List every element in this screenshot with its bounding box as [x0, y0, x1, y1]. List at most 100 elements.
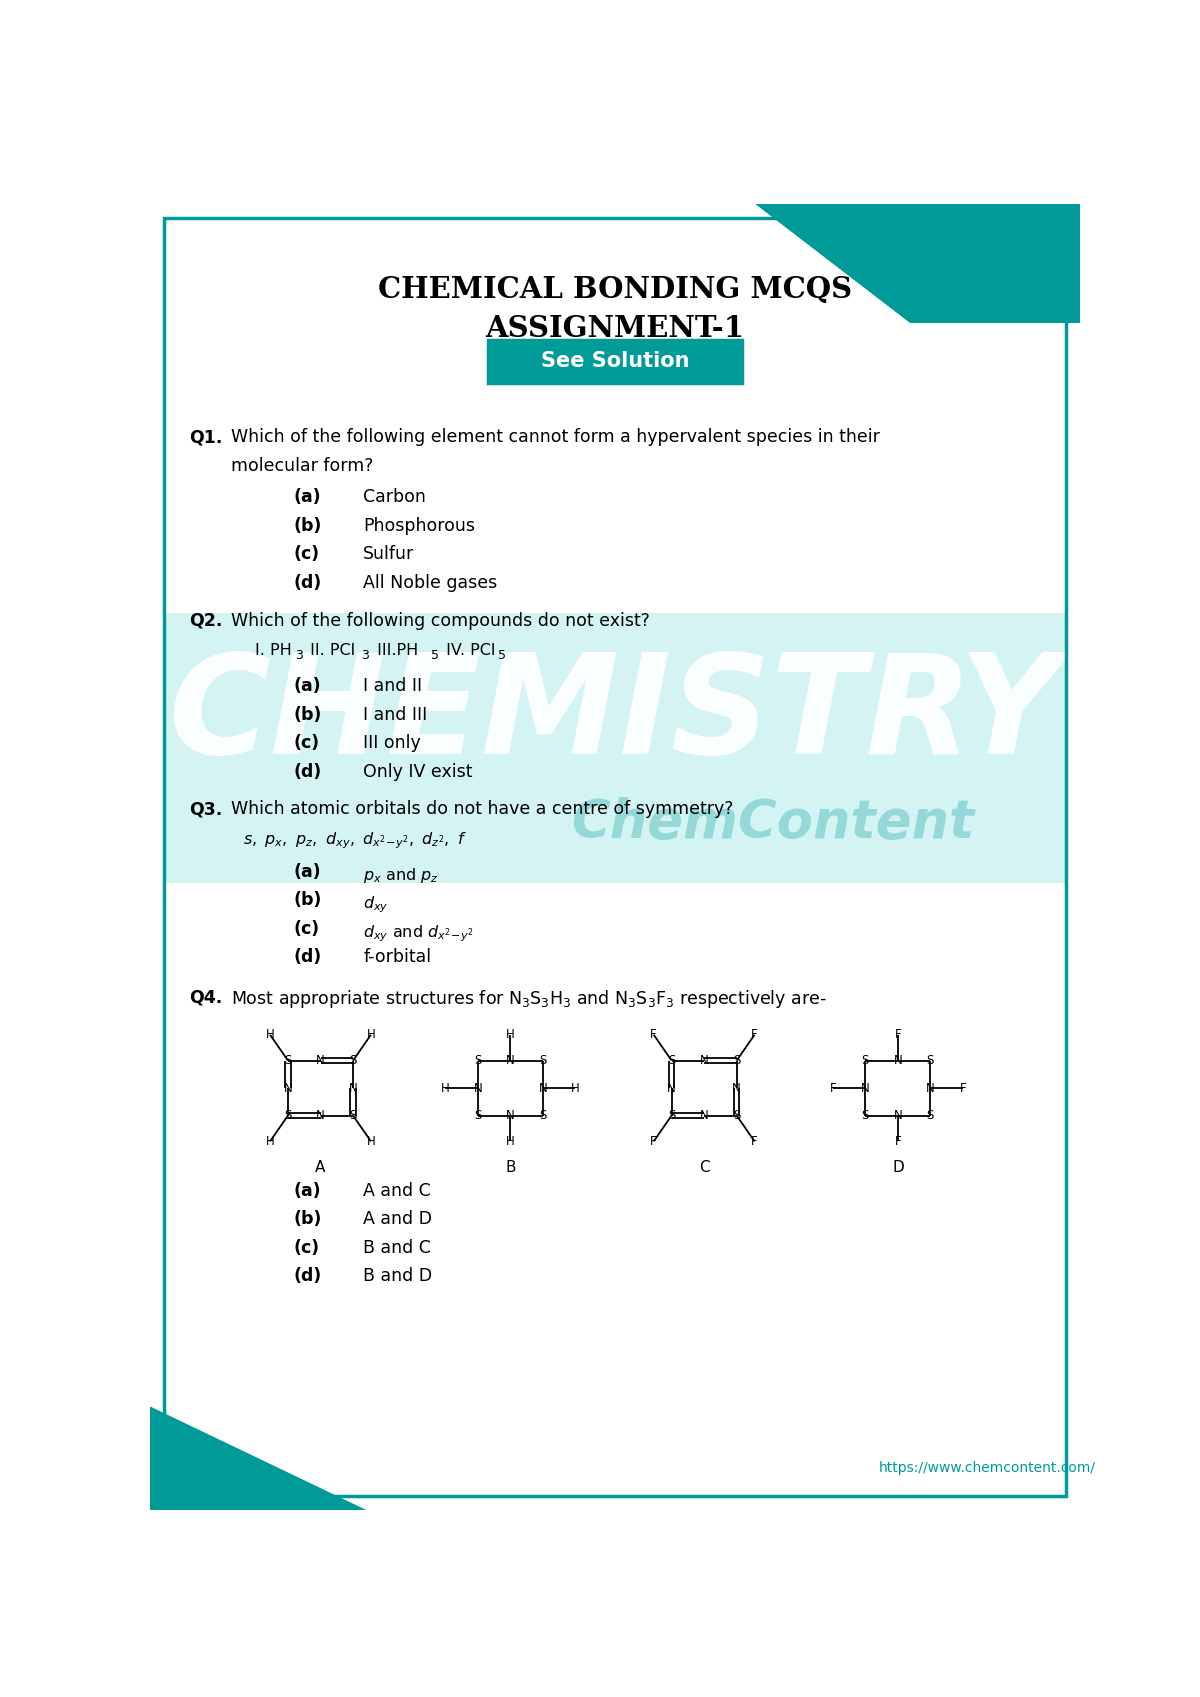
Text: Which atomic orbitals do not have a centre of symmetry?: Which atomic orbitals do not have a cent…	[232, 801, 733, 818]
Text: B: B	[505, 1159, 516, 1174]
Text: Carbon: Carbon	[364, 489, 426, 506]
Text: S: S	[474, 1110, 481, 1122]
FancyBboxPatch shape	[164, 613, 1066, 882]
Text: F: F	[751, 1028, 758, 1042]
Text: D: D	[892, 1159, 904, 1174]
Text: Q1.: Q1.	[188, 428, 222, 446]
Text: S: S	[733, 1110, 740, 1122]
Text: S: S	[668, 1054, 676, 1067]
Text: N: N	[539, 1081, 547, 1095]
Text: 5: 5	[431, 648, 439, 662]
Text: N: N	[894, 1110, 902, 1122]
Text: N: N	[316, 1054, 325, 1067]
Text: S: S	[539, 1054, 547, 1067]
Text: S: S	[539, 1110, 547, 1122]
Text: H: H	[440, 1081, 450, 1095]
Text: I and III: I and III	[364, 706, 427, 723]
Text: 3: 3	[361, 648, 370, 662]
Text: (d): (d)	[293, 574, 322, 592]
Text: Which of the following compounds do not exist?: Which of the following compounds do not …	[232, 611, 650, 630]
Text: A: A	[316, 1159, 325, 1174]
Text: N: N	[732, 1081, 742, 1095]
Text: S: S	[926, 1110, 934, 1122]
Text: S: S	[862, 1110, 869, 1122]
Text: II. PCl: II. PCl	[305, 643, 355, 658]
Text: F: F	[650, 1028, 656, 1042]
Text: (b): (b)	[293, 706, 322, 723]
Text: (c): (c)	[293, 1239, 319, 1257]
Text: (b): (b)	[293, 891, 322, 910]
Text: (a): (a)	[293, 677, 322, 696]
Text: N: N	[860, 1081, 870, 1095]
Text: N: N	[667, 1081, 676, 1095]
Text: Which of the following element cannot form a hypervalent species in their: Which of the following element cannot fo…	[232, 428, 881, 446]
Text: CHEMICAL BONDING MCQS: CHEMICAL BONDING MCQS	[378, 275, 852, 304]
Text: Phosphorous: Phosphorous	[364, 518, 475, 535]
Text: S: S	[284, 1054, 292, 1067]
Text: (a): (a)	[293, 489, 322, 506]
Polygon shape	[150, 1407, 367, 1510]
Text: F: F	[751, 1135, 758, 1147]
Text: S: S	[349, 1110, 356, 1122]
Text: Q2.: Q2.	[188, 611, 222, 630]
Text: H: H	[366, 1135, 376, 1147]
Text: (d): (d)	[293, 1268, 322, 1285]
Text: H: H	[265, 1028, 275, 1042]
Text: H: H	[265, 1135, 275, 1147]
Text: N: N	[506, 1054, 515, 1067]
Text: See Solution: See Solution	[541, 351, 689, 372]
Text: N: N	[700, 1054, 708, 1067]
Text: $s,\ p_x,\ p_z,\ d_{xy},\ d_{x^2\!-\!y^2},\ d_{z^2},\ f$: $s,\ p_x,\ p_z,\ d_{xy},\ d_{x^2\!-\!y^2…	[242, 830, 467, 850]
Text: F: F	[894, 1028, 901, 1042]
Text: S: S	[284, 1110, 292, 1122]
Text: C: C	[698, 1159, 709, 1174]
Text: ChemContent: ChemContent	[571, 798, 974, 850]
Text: $d_{xy}$: $d_{xy}$	[364, 894, 389, 915]
Text: (b): (b)	[293, 518, 322, 535]
Text: molecular form?: molecular form?	[232, 456, 373, 475]
Text: f-orbital: f-orbital	[364, 949, 431, 966]
Text: N: N	[283, 1081, 293, 1095]
Text: (a): (a)	[293, 862, 322, 881]
Text: H: H	[366, 1028, 376, 1042]
Text: Only IV exist: Only IV exist	[364, 762, 473, 781]
Text: Q3.: Q3.	[188, 801, 222, 818]
Text: (a): (a)	[293, 1181, 322, 1200]
Text: https://www.chemcontent.com/: https://www.chemcontent.com/	[878, 1461, 1096, 1475]
Text: 3: 3	[295, 648, 302, 662]
Text: (d): (d)	[293, 762, 322, 781]
Text: F: F	[894, 1135, 901, 1147]
Text: N: N	[506, 1110, 515, 1122]
Text: ASSIGNMENT-1: ASSIGNMENT-1	[486, 314, 744, 343]
Text: $p_x\ \mathrm{and}\ p_z$: $p_x\ \mathrm{and}\ p_z$	[364, 865, 439, 886]
Text: S: S	[733, 1054, 740, 1067]
Text: 5: 5	[498, 648, 506, 662]
Text: S: S	[862, 1054, 869, 1067]
Text: CHEMISTRY: CHEMISTRY	[169, 648, 1061, 784]
Text: (d): (d)	[293, 949, 322, 966]
Text: $d_{xy}\ \mathrm{and}\ d_{x^2\!-\!y^2}$: $d_{xy}\ \mathrm{and}\ d_{x^2\!-\!y^2}$	[364, 923, 474, 944]
Text: N: N	[474, 1081, 482, 1095]
Text: S: S	[349, 1054, 356, 1067]
Text: III only: III only	[364, 735, 421, 752]
Text: B and D: B and D	[364, 1268, 432, 1285]
Text: N: N	[700, 1110, 708, 1122]
Text: S: S	[926, 1054, 934, 1067]
Text: (c): (c)	[293, 920, 319, 938]
Text: F: F	[829, 1081, 836, 1095]
Text: H: H	[571, 1081, 580, 1095]
Text: (c): (c)	[293, 545, 319, 563]
Text: A and D: A and D	[364, 1210, 432, 1229]
Text: N: N	[926, 1081, 935, 1095]
Text: III.PH: III.PH	[372, 643, 418, 658]
Text: Sulfur: Sulfur	[364, 545, 414, 563]
Polygon shape	[755, 204, 910, 322]
Text: N: N	[349, 1081, 358, 1095]
Polygon shape	[755, 204, 1080, 322]
Text: H: H	[506, 1028, 515, 1042]
Text: A and C: A and C	[364, 1181, 431, 1200]
Text: S: S	[668, 1110, 676, 1122]
Text: (c): (c)	[293, 735, 319, 752]
Text: Most appropriate structures for $\mathrm{N_3S_3H_3}$ and $\mathrm{N_3S_3F_3}$ re: Most appropriate structures for $\mathrm…	[232, 988, 827, 1010]
Text: N: N	[316, 1110, 325, 1122]
